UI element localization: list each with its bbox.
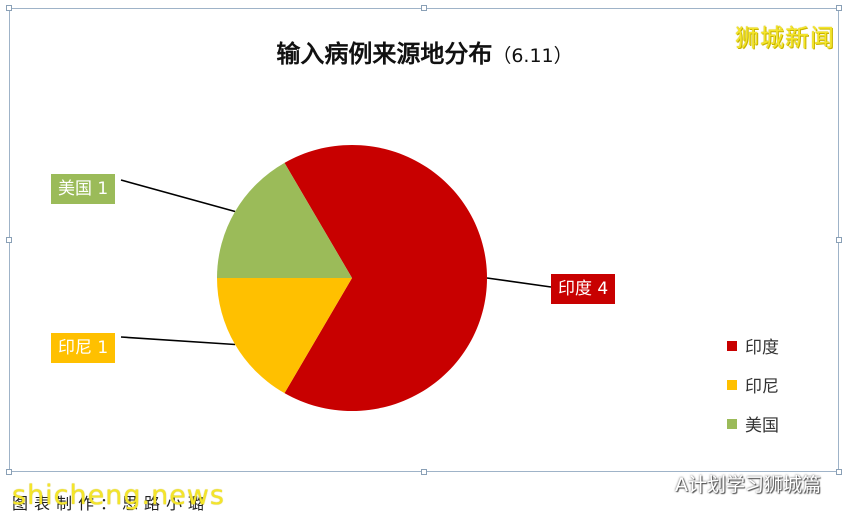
wechat-watermark: A计划学习狮城篇 [641, 470, 821, 497]
legend-label: 美国 [745, 416, 779, 436]
watermark-top-right: 狮城新闻 [735, 24, 835, 52]
legend-item: 美国 [727, 404, 779, 443]
resize-handle-bottom-left[interactable] [6, 469, 12, 475]
pie-slice [217, 162, 352, 278]
leader-line [120, 179, 236, 213]
resize-handle-left[interactable] [6, 237, 12, 243]
chart-title: 输入病例来源地分布（6.11） [0, 34, 849, 69]
pie-slice [284, 145, 487, 411]
legend-item: 印度 [727, 326, 779, 365]
chart-legend: 印度 印尼 美国 [727, 326, 779, 443]
wechat-account-name: A计划学习狮城篇 [675, 474, 821, 496]
resize-handle-top-left[interactable] [6, 5, 12, 11]
chart-title-main: 输入病例来源地分布 [276, 40, 493, 68]
legend-item: 印尼 [727, 365, 779, 404]
data-label: 美国 1 [51, 174, 116, 204]
leader-line [486, 277, 552, 288]
resize-handle-top-right[interactable] [836, 5, 842, 11]
resize-handle-right[interactable] [836, 237, 842, 243]
pie-slice [217, 278, 352, 394]
legend-swatch [727, 379, 737, 390]
watermark-bottom-left: shicheng.news [12, 480, 225, 511]
chart-subtitle: （6.11） [492, 45, 573, 67]
legend-label: 印尼 [745, 377, 779, 397]
resize-handle-bottom[interactable] [421, 469, 427, 475]
wechat-icon [642, 473, 668, 494]
data-label: 印度 4 [551, 274, 616, 304]
resize-handle-bottom-right[interactable] [836, 469, 842, 475]
legend-swatch [727, 340, 737, 351]
data-label: 印尼 1 [51, 333, 116, 363]
chart-caption: 图表制作：思路小璐 [12, 494, 211, 513]
legend-swatch [727, 418, 737, 429]
legend-label: 印度 [745, 338, 779, 358]
leader-line [120, 336, 236, 346]
resize-handle-top[interactable] [421, 5, 427, 11]
